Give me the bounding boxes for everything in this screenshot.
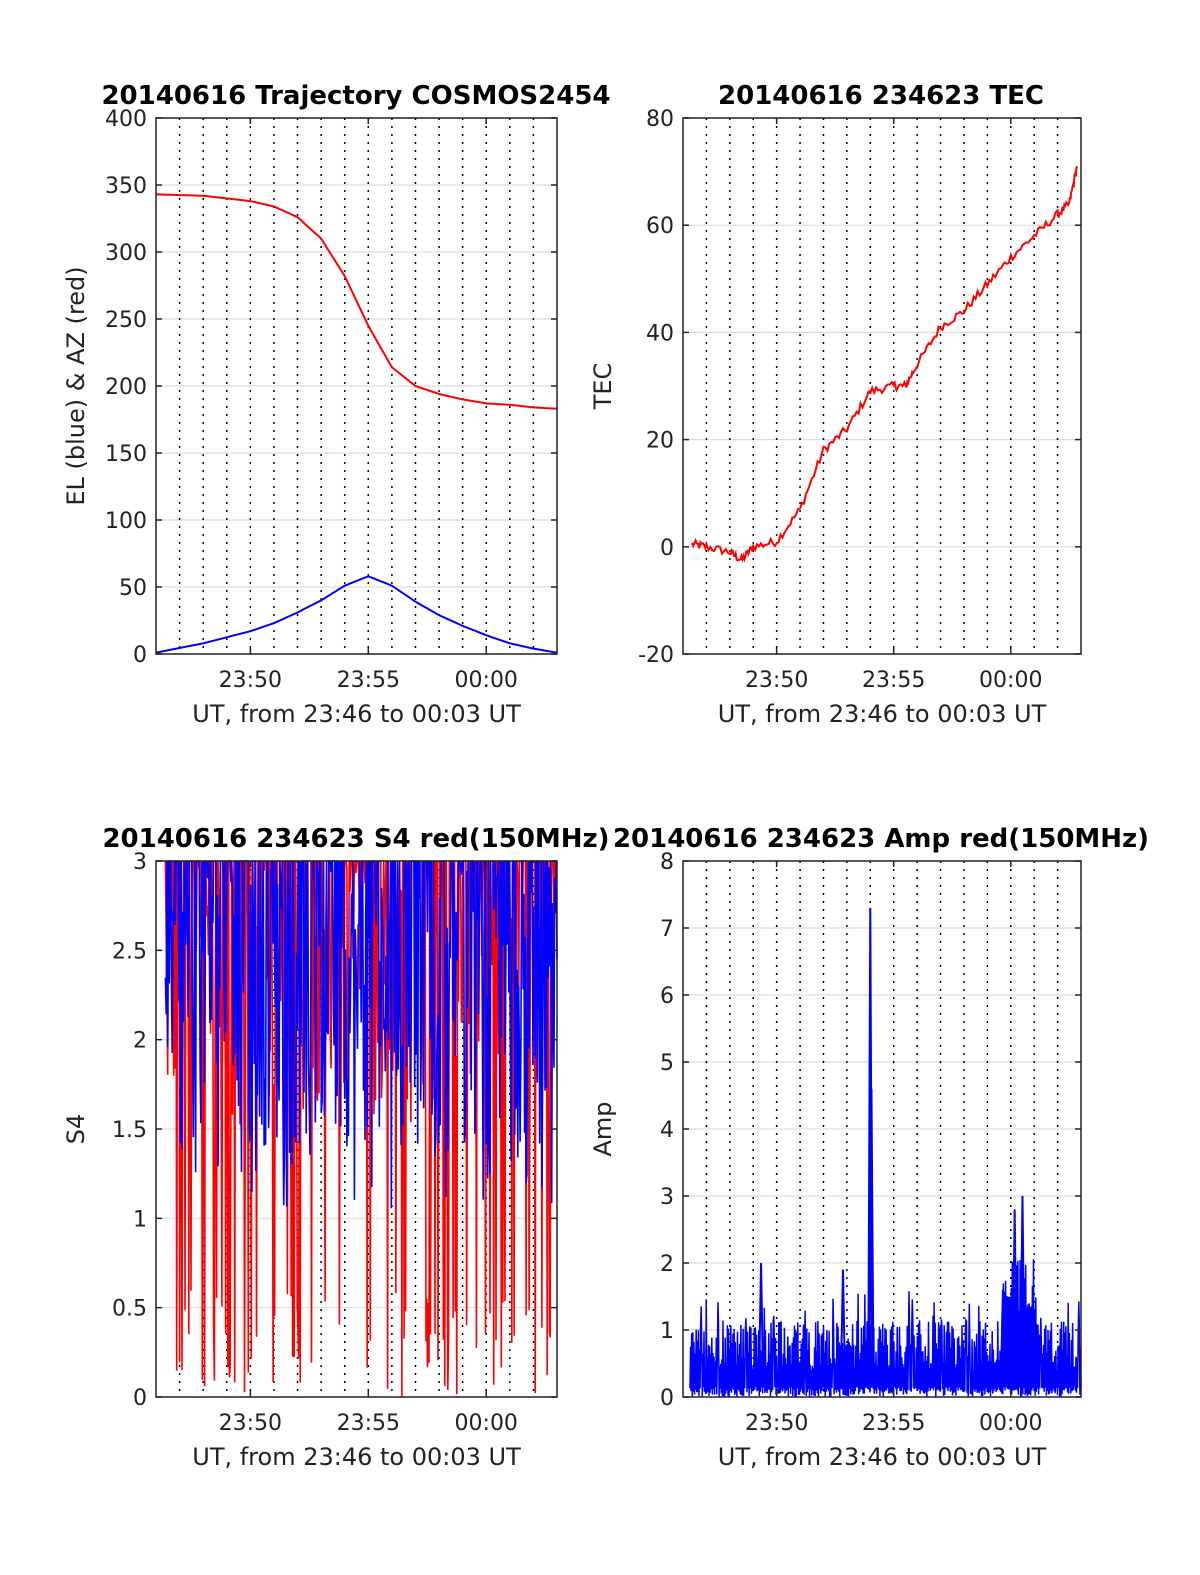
y-tick-label: 100: [105, 509, 147, 534]
x-tick-label: 23:55: [337, 1411, 400, 1436]
y-tick-label: 0: [660, 536, 674, 561]
amp-peak: [839, 1269, 846, 1377]
y-tick-label: 60: [646, 214, 674, 239]
y-tick-label: 1: [133, 1207, 147, 1232]
amp-peak: [1011, 1209, 1018, 1377]
chart-trajectory: 20140616 Trajectory COSMOS2454 0 50 100 150…: [62, 81, 611, 728]
y-tick-label: 3: [133, 850, 147, 875]
chart-title: 20140616 234623 TEC: [718, 81, 1044, 111]
x-axis-label: UT, from 23:46 to 00:03 UT: [192, 1443, 521, 1471]
chart-tec: 20140616 234623 TEC -20 0 20 40 60 80 23:50 23:…: [589, 81, 1082, 728]
y-tick-label: 2.5: [112, 939, 147, 964]
y-tick-label: 8: [660, 850, 674, 875]
x-tick-label: 00:00: [979, 1411, 1042, 1436]
y-tick-label: 0: [660, 1386, 674, 1411]
y-tick-label: 50: [119, 576, 147, 601]
amp-peak: [868, 1088, 875, 1377]
y-tick-label: 0.5: [112, 1297, 147, 1322]
y-tick-label: 1.5: [112, 1118, 147, 1143]
x-tick-label: 23:50: [745, 668, 808, 693]
x-tick-label: 23:50: [219, 1411, 282, 1436]
y-tick-label: 200: [105, 375, 147, 400]
y-axis-label: S4: [62, 1114, 90, 1145]
y-tick-label: 6: [660, 984, 674, 1009]
series-tec-line: [691, 165, 1079, 563]
series-az-line: [155, 193, 558, 410]
y-tick-label: 150: [105, 442, 147, 467]
y-axis-label: EL (blue) & AZ (red): [62, 266, 90, 505]
plot-area: [683, 118, 1081, 654]
y-tick-label: 400: [105, 107, 147, 132]
y-tick-label: 20: [646, 429, 674, 454]
y-tick-label: 300: [105, 241, 147, 266]
x-axis-label: UT, from 23:46 to 00:03 UT: [192, 700, 521, 728]
chart-s4: 20140616 234623 S4 red(150MHz) 0 0.5 1 1.5 2…: [62, 824, 610, 1471]
x-axis-label: UT, from 23:46 to 00:03 UT: [718, 1443, 1047, 1471]
y-tick-label: 5: [660, 1051, 674, 1076]
y-axis-label: Amp: [589, 1101, 617, 1156]
x-tick-label: 23:50: [745, 1411, 808, 1436]
y-tick-label: 3: [660, 1185, 674, 1210]
amp-peak: [758, 1262, 765, 1377]
x-tick-label: 00:00: [979, 668, 1042, 693]
y-tick-label: 350: [105, 174, 147, 199]
y-tick-label: 2: [660, 1252, 674, 1277]
y-tick-label: 0: [133, 1386, 147, 1411]
y-tick-label: 0: [133, 643, 147, 668]
chart-title: 20140616 234623 Amp red(150MHz): [613, 824, 1149, 854]
y-tick-label: 4: [660, 1118, 674, 1143]
y-tick-label: -20: [638, 643, 674, 668]
y-tick-label: 7: [660, 917, 674, 942]
series-el-line: [155, 575, 558, 654]
amp-peak: [999, 1289, 1006, 1377]
x-tick-label: 23:50: [219, 668, 282, 693]
x-axis-label: UT, from 23:46 to 00:03 UT: [718, 700, 1047, 728]
chart-title: 20140616 234623 S4 red(150MHz): [102, 824, 609, 854]
amp-peak: [1019, 1195, 1026, 1377]
y-tick-label: 250: [105, 308, 147, 333]
x-tick-label: 23:55: [862, 668, 925, 693]
y-tick-label: 40: [646, 321, 674, 346]
axes-frame: [682, 117, 1082, 655]
y-tick-label: 2: [133, 1029, 147, 1054]
x-tick-label: 23:55: [337, 668, 400, 693]
y-axis-label: TEC: [589, 363, 617, 411]
x-tick-label: 00:00: [455, 668, 518, 693]
y-tick-label: 1: [660, 1319, 674, 1344]
chart-title: 20140616 Trajectory COSMOS2454: [101, 81, 610, 111]
y-tick-label: 80: [646, 107, 674, 132]
x-tick-label: 23:55: [862, 1411, 925, 1436]
chart-amp: 20140616 234623 Amp red(150MHz) 0 1 2 3 4 5 6 7…: [589, 824, 1149, 1471]
x-tick-label: 00:00: [455, 1411, 518, 1436]
